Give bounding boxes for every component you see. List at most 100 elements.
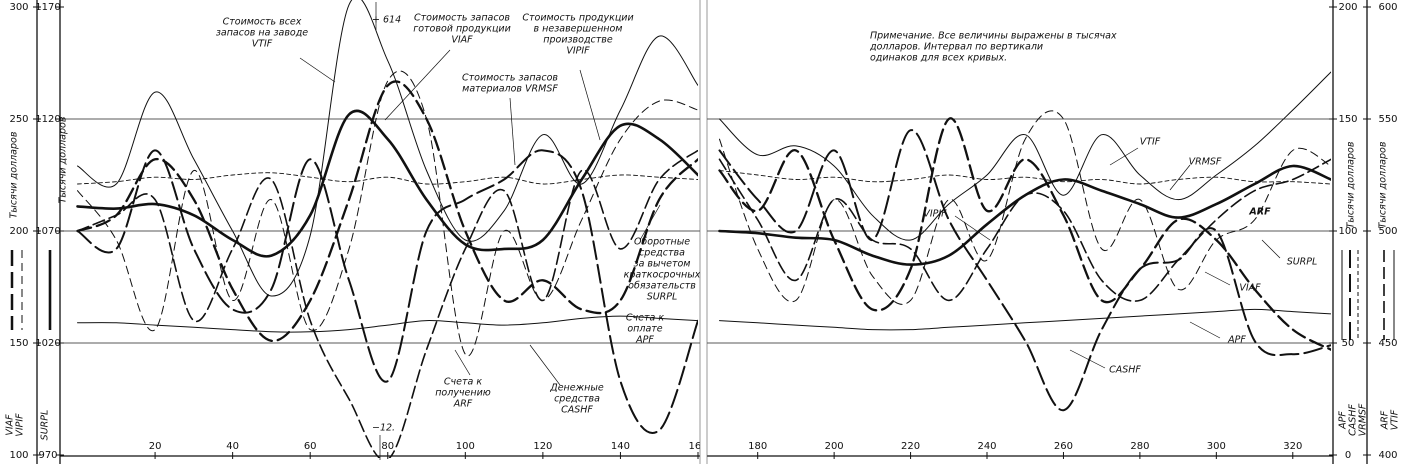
leader [1204, 271, 1231, 286]
series [76, 0, 1331, 458]
x-tick-label: 120 [533, 441, 552, 452]
annotation: Стоимость запасов [462, 73, 558, 84]
annotation: Денежные [549, 383, 604, 394]
x-tick-label: 240 [977, 441, 996, 452]
y-tick-label: 500 [1378, 226, 1397, 237]
y-tick-label: 50 [1342, 338, 1355, 349]
annotation: Стоимость продукции [522, 13, 633, 24]
annotation: APF [635, 335, 654, 346]
annotation: средства [639, 248, 685, 259]
annotation: Счета к [626, 313, 664, 324]
y-tick-label: 300 [9, 2, 28, 13]
y-tick-label: 1020 [35, 338, 60, 349]
annotation: оплате [627, 324, 662, 335]
leaders [299, 2, 1281, 460]
y-tick-label: 1070 [35, 226, 60, 237]
x-tick-label: 160 [688, 441, 707, 452]
annotation: SURPL [647, 292, 678, 303]
x-tick-label: 100 [456, 441, 475, 452]
leader [509, 97, 516, 166]
annotation: материалов VRMSF [462, 84, 558, 95]
annotation: в незавершенном [534, 24, 623, 35]
series-line [76, 80, 698, 342]
series-line [718, 158, 1331, 302]
leader [579, 69, 601, 141]
x-tick-label: 40 [226, 441, 239, 452]
series-line [77, 0, 698, 297]
leader [954, 215, 991, 241]
axis-series-label: APF [1338, 411, 1349, 430]
y-tick-label: 970 [38, 450, 57, 461]
leader [529, 344, 561, 386]
curve-label: APF [1227, 335, 1246, 346]
axis-title: Тысячи долларов [1346, 141, 1357, 228]
annotation: VTIF [252, 39, 273, 50]
leader [299, 57, 336, 83]
curve-label: ARF [1248, 207, 1271, 218]
x-tick-label: 200 [825, 441, 844, 452]
curve-label: VTIF [1140, 137, 1161, 148]
series-line [77, 172, 698, 185]
y-tick-label: 150 [9, 338, 28, 349]
annotation: готовой продукции [413, 24, 511, 35]
axis-title: Тысячи долларов [58, 116, 69, 203]
y-tick-label: 0 [1345, 450, 1351, 461]
y-tick-label: 100 [9, 450, 28, 461]
annotation: производстве [543, 35, 613, 46]
series-line [718, 164, 1331, 266]
annotation: Примечание. Все величины выражены в тыся… [870, 31, 1117, 42]
leader [1069, 349, 1106, 369]
annotation: Оборотные [634, 237, 690, 248]
annotation: + 614 [372, 15, 401, 26]
x-tick-label: 20 [149, 441, 162, 452]
annotation: CASHF [561, 405, 593, 416]
annotation: обязательств [628, 281, 696, 292]
axis-style-symbols [10, 250, 1395, 340]
series-line [719, 110, 1331, 305]
x-tick-label: 220 [901, 441, 920, 452]
leader [454, 349, 471, 376]
y-tick-label: 150 [1338, 114, 1357, 125]
x-tick-label: 60 [304, 441, 317, 452]
y-tick-label: 100 [1338, 226, 1357, 237]
series-line [77, 315, 698, 333]
y-tick-label: 200 [1338, 2, 1357, 13]
annotation: краткосрочных [624, 270, 701, 281]
axis-series-label: ARF [1380, 410, 1391, 430]
series-line [719, 71, 1331, 241]
x-tick-label: 300 [1207, 441, 1226, 452]
annotation: за вычетом [634, 259, 691, 270]
curve-label: VIAF [1239, 283, 1261, 294]
y-tick-label: 1120 [35, 114, 60, 125]
x-tick-label: 260 [1054, 441, 1073, 452]
axis-title: Тысячи долларов [9, 131, 20, 218]
annotation: −12. [372, 423, 395, 434]
series-line [76, 149, 698, 458]
axis-series-label: VTIF [1390, 409, 1401, 430]
curve-label: VRMSF [1189, 157, 1222, 168]
axis-title: Тысячи долларов [1378, 141, 1389, 228]
annotation: Счета к [444, 377, 482, 388]
curve-label: SURPL [1287, 257, 1318, 268]
annotation: получению [435, 388, 491, 399]
series-line [718, 129, 1331, 412]
annotation: ARF [453, 399, 473, 410]
annotation: VIPIF [566, 46, 590, 57]
leader [384, 49, 451, 121]
annotation: одинаков для всех кривых. [870, 53, 1007, 64]
leader [1261, 239, 1281, 259]
leader [639, 204, 661, 241]
x-tick-label: 180 [748, 441, 767, 452]
x-tick-label: 80 [381, 441, 394, 452]
x-tick-label: 140 [611, 441, 630, 452]
y-tick-label: 600 [1378, 2, 1397, 13]
series-line [719, 308, 1331, 331]
y-tick-label: 450 [1378, 338, 1397, 349]
y-tick-label: 400 [1378, 450, 1397, 461]
series-line [718, 117, 1331, 351]
axis-series-label: VIAF [5, 414, 16, 436]
